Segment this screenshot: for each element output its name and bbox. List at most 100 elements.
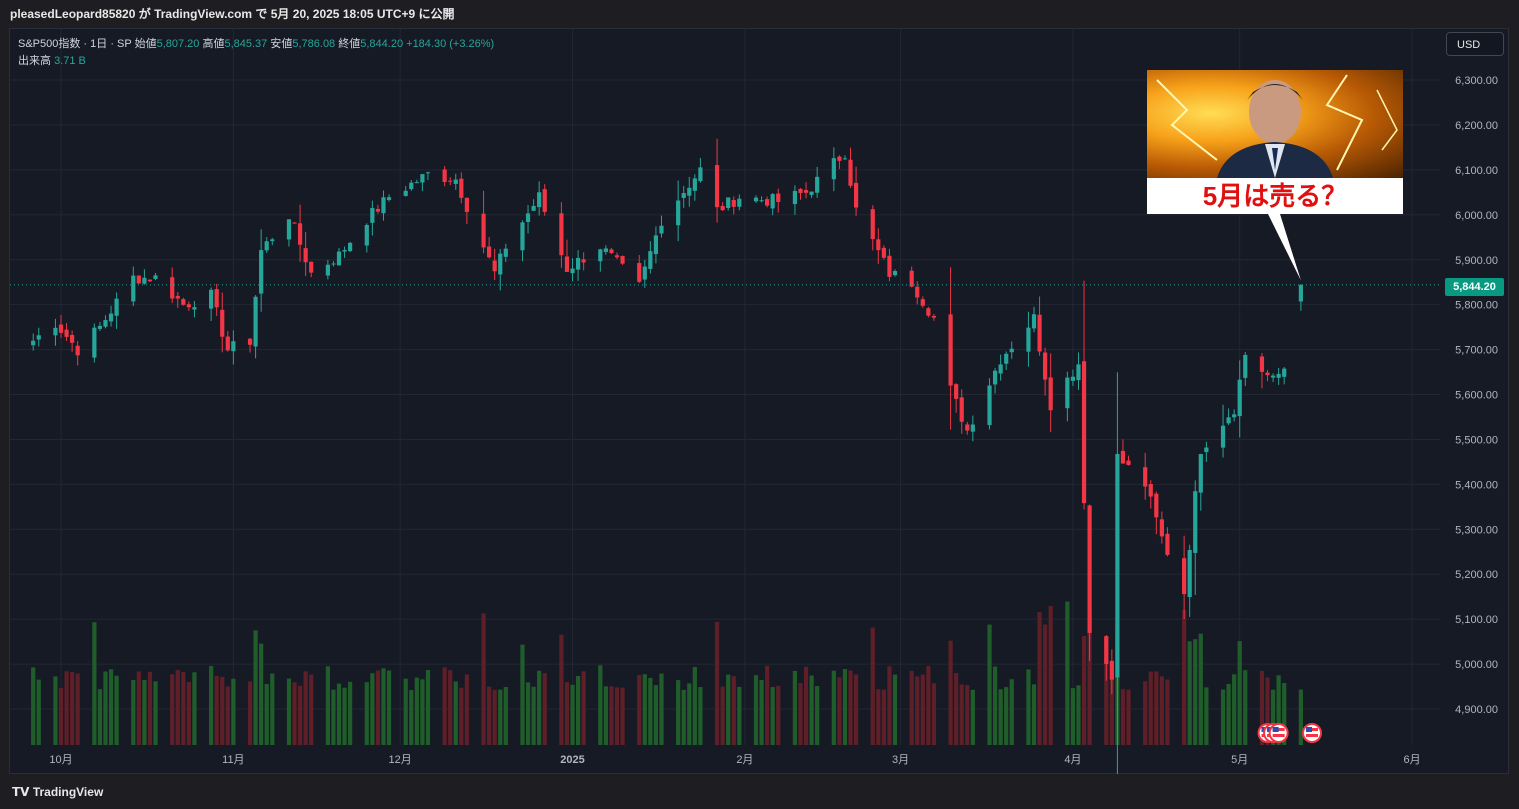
close-label: 終値 bbox=[338, 38, 361, 50]
volume-bar bbox=[792, 670, 798, 745]
candle-body bbox=[1004, 353, 1009, 364]
candle-body bbox=[731, 200, 736, 207]
volume-bar bbox=[220, 676, 225, 745]
candle-body bbox=[542, 189, 547, 212]
candle-body bbox=[720, 205, 725, 211]
volume-bar bbox=[892, 674, 898, 745]
candle-body bbox=[425, 172, 431, 174]
y-tick-label: 5,400.00 bbox=[1455, 479, 1498, 491]
candle-body bbox=[520, 222, 525, 251]
candle-body bbox=[1076, 364, 1081, 381]
candle-body bbox=[1159, 519, 1164, 537]
flag-canton bbox=[1306, 727, 1312, 732]
candle-body bbox=[770, 194, 775, 209]
y-tick-label: 5,200.00 bbox=[1455, 569, 1498, 581]
candle-body bbox=[998, 364, 1003, 374]
candle-body bbox=[303, 248, 308, 263]
candle-body bbox=[965, 424, 970, 431]
candle-body bbox=[1126, 460, 1131, 465]
volume-bar bbox=[965, 685, 970, 745]
candle-body bbox=[292, 222, 297, 224]
volume-bar bbox=[753, 675, 759, 745]
tradingview-logo-text: TradingView bbox=[32, 785, 104, 799]
candle-body bbox=[1104, 636, 1109, 665]
volume-bar bbox=[1165, 679, 1170, 745]
volume-bar bbox=[225, 686, 230, 745]
candle-body bbox=[1220, 425, 1226, 448]
volume-bar bbox=[692, 667, 697, 745]
candle-body bbox=[1237, 379, 1242, 417]
publish-info-text: pleasedLeopard85820 が TradingView.com で … bbox=[10, 7, 455, 21]
x-tick-label: 6月 bbox=[1404, 754, 1421, 766]
flag-stripe bbox=[1306, 734, 1318, 737]
volume-bar bbox=[147, 671, 153, 745]
candle-body bbox=[103, 320, 108, 327]
volume-bar bbox=[1104, 636, 1109, 745]
volume-bar bbox=[603, 686, 608, 745]
volume-bar bbox=[998, 689, 1003, 745]
volume-bar bbox=[1159, 676, 1164, 745]
volume-bar bbox=[731, 676, 736, 745]
high-label: 高値 bbox=[202, 38, 225, 50]
candle-body bbox=[136, 275, 141, 284]
volume-bar bbox=[776, 685, 781, 745]
volume-bar bbox=[192, 672, 197, 745]
flag-stripe bbox=[1272, 734, 1285, 737]
volume-bar bbox=[297, 685, 303, 745]
volume-bar bbox=[370, 673, 375, 745]
candle-body bbox=[1037, 314, 1042, 352]
candle-body bbox=[1087, 505, 1092, 633]
candle-body bbox=[831, 158, 836, 180]
volume-bar bbox=[1298, 689, 1303, 745]
candle-body bbox=[286, 219, 292, 240]
candle-body bbox=[503, 248, 508, 257]
candle-body bbox=[848, 159, 853, 186]
volume-bar bbox=[1081, 636, 1087, 745]
candle-body bbox=[1204, 447, 1209, 452]
volume-bar bbox=[1109, 676, 1114, 745]
lightning-portrait-icon bbox=[1147, 70, 1403, 178]
volume-bar bbox=[1232, 674, 1237, 745]
high-value: 5,845.37 bbox=[224, 38, 268, 50]
candle-body bbox=[687, 187, 692, 196]
volume-bar bbox=[853, 674, 859, 745]
y-tick-label: 5,700.00 bbox=[1455, 345, 1498, 357]
volume-bar bbox=[181, 671, 186, 745]
candle-body bbox=[564, 256, 570, 272]
candle-body bbox=[142, 277, 147, 284]
candle-body bbox=[1187, 549, 1192, 597]
currency-button[interactable]: USD bbox=[1446, 32, 1504, 56]
y-tick-label: 5,300.00 bbox=[1455, 524, 1498, 536]
volume-bar bbox=[487, 686, 492, 745]
volume-bar bbox=[414, 677, 419, 745]
candle-body bbox=[575, 257, 581, 270]
candle-body bbox=[181, 299, 186, 305]
candle-body bbox=[220, 309, 225, 337]
candle-body bbox=[409, 182, 414, 190]
candle-body bbox=[537, 192, 542, 208]
volume-bar bbox=[131, 679, 136, 745]
volume-bar bbox=[770, 687, 775, 745]
volume-bar bbox=[575, 675, 581, 745]
candle-body bbox=[642, 266, 647, 280]
volume-bar bbox=[1070, 688, 1076, 745]
volume-bar bbox=[1126, 689, 1131, 745]
volume-bar bbox=[1265, 677, 1270, 745]
volume-bar bbox=[687, 683, 692, 745]
candle-body bbox=[1154, 493, 1159, 518]
candle-body bbox=[1265, 372, 1270, 376]
volume-bar bbox=[1226, 683, 1231, 745]
volume-bar bbox=[303, 671, 308, 745]
volume-bar bbox=[1009, 679, 1014, 745]
candle-body bbox=[36, 335, 41, 340]
candle-body bbox=[370, 207, 375, 223]
candle-body bbox=[442, 169, 447, 182]
candle-body bbox=[1115, 453, 1120, 678]
volume-bar bbox=[259, 643, 264, 745]
volume-bar bbox=[286, 678, 292, 745]
annotation-image: 5月は売る？ bbox=[1147, 70, 1403, 214]
candle-body bbox=[498, 253, 503, 275]
candle-body bbox=[1182, 558, 1187, 595]
volume-bar bbox=[1026, 669, 1031, 745]
candle-body bbox=[531, 205, 536, 211]
